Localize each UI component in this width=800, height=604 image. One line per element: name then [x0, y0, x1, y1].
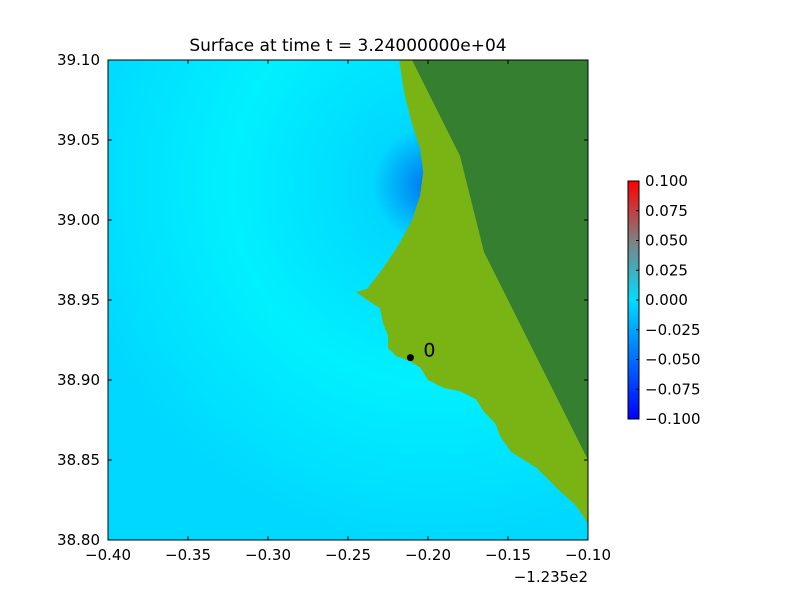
colorbar-tick-label: 0.025 — [645, 261, 688, 279]
x-tick-label: −0.10 — [565, 546, 611, 564]
x-axis: −0.40 −0.35 −0.30 −0.25 −0.20 −0.15 −0.10 — [85, 60, 611, 564]
gauge-marker — [406, 354, 414, 362]
colorbar-tick-label: 0.075 — [645, 202, 688, 220]
x-tick-label: −0.15 — [485, 546, 531, 564]
y-axis: 38.80 38.85 38.90 38.95 39.00 39.05 39.10 — [57, 51, 588, 549]
x-tick-label: −0.20 — [405, 546, 451, 564]
x-tick-label: −0.25 — [325, 546, 371, 564]
colorbar-tick-label: −0.075 — [645, 380, 701, 398]
colorbar-tick-label: −0.050 — [645, 351, 701, 369]
gauge-label: 0 — [423, 340, 435, 362]
x-offset-label: −1.235e2 — [514, 568, 588, 586]
colorbar-tick-label: −0.025 — [645, 321, 701, 339]
y-tick-label: 38.90 — [57, 371, 100, 389]
x-tick-label: −0.35 — [165, 546, 211, 564]
y-tick-label: 38.85 — [57, 451, 100, 469]
y-tick-label: 39.05 — [57, 131, 100, 149]
colorbar-tick-label: 0.050 — [645, 232, 688, 250]
plot-area — [108, 60, 588, 540]
y-tick-label: 38.95 — [57, 291, 100, 309]
chart-title: Surface at time t = 3.24000000e+04 — [189, 36, 506, 56]
y-tick-label: 39.00 — [57, 211, 100, 229]
colorbar-tick-label: −0.100 — [645, 410, 701, 428]
colorbar-tick-label: 0.000 — [645, 291, 688, 309]
colorbar: −0.100 −0.075 −0.050 −0.025 0.000 0.025 0.050 0… — [627, 172, 701, 428]
gauges: 0 — [406, 340, 435, 362]
y-tick-label: 39.10 — [57, 51, 100, 69]
highland-area — [412, 60, 588, 540]
y-tick-label: 38.80 — [57, 531, 100, 549]
x-tick-label: −0.40 — [85, 546, 131, 564]
colorbar-tick-label: 0.100 — [645, 172, 688, 190]
x-tick-label: −0.30 — [245, 546, 291, 564]
